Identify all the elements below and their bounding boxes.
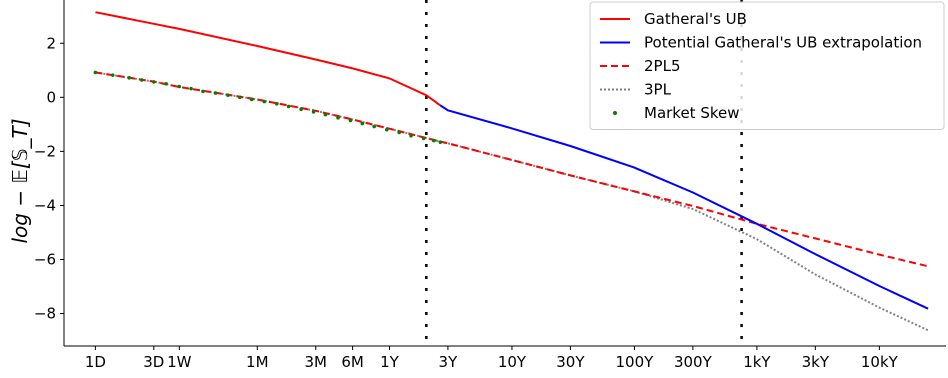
legend-label-gatheral-s-ub: Gatheral's UB xyxy=(644,10,747,28)
x-tick-label: 1kY xyxy=(743,353,771,371)
legend-label-market-skew: Market Skew xyxy=(644,104,740,122)
series-point-market-skew xyxy=(438,140,443,144)
x-tick-label: 10Y xyxy=(498,353,527,371)
x-tick-label: 1M xyxy=(246,353,269,371)
y-tick-label: −8 xyxy=(34,305,56,323)
legend-label-2pl5: 2PL5 xyxy=(644,57,681,75)
x-tick-label: 1D xyxy=(85,353,106,371)
series-point-market-skew xyxy=(213,91,218,95)
x-tick-label: 10kY xyxy=(861,353,899,371)
x-tick-label: 30Y xyxy=(556,353,585,371)
series-point-market-skew xyxy=(431,138,436,143)
x-tick-label: 6M xyxy=(341,353,364,371)
legend-box xyxy=(589,1,945,130)
series-point-market-skew xyxy=(336,116,340,120)
y-tick-label: −6 xyxy=(34,251,56,269)
series-point-market-skew xyxy=(140,78,144,82)
y-tick-label: 2 xyxy=(46,34,56,52)
series-point-market-skew xyxy=(421,136,426,141)
y-axis-label: log − 𝔼[𝕊_T] xyxy=(8,118,32,243)
legend-marker-market-skew xyxy=(613,111,617,115)
series-point-market-skew xyxy=(311,110,316,114)
series-point-market-skew xyxy=(397,130,401,135)
series-point-market-skew xyxy=(323,112,328,117)
x-tick-label: 3M xyxy=(304,353,327,371)
x-tick-label: 3kY xyxy=(802,353,830,371)
x-tick-label: 100Y xyxy=(616,353,655,371)
legend-label-potential-gatheral-s-ub-extrapolation: Potential Gatheral's UB extrapolation xyxy=(644,34,922,52)
series-point-market-skew xyxy=(348,118,353,123)
series-line-2pl5 xyxy=(95,71,929,268)
series-point-market-skew xyxy=(384,127,389,132)
y-tick-label: 0 xyxy=(46,88,56,106)
series-point-market-skew xyxy=(238,95,242,100)
series-point-market-skew xyxy=(226,93,230,97)
series-point-market-skew xyxy=(360,121,365,126)
legend-label-3pl: 3PL xyxy=(644,81,672,99)
y-tick-label: −4 xyxy=(34,196,56,214)
series-point-market-skew xyxy=(93,70,98,75)
series-point-market-skew xyxy=(110,73,115,77)
series-point-market-skew xyxy=(286,104,291,109)
x-tick-label: 1Y xyxy=(380,353,400,371)
series-point-market-skew xyxy=(127,76,132,80)
series-point-market-skew xyxy=(372,124,376,129)
series-point-market-skew xyxy=(152,80,156,84)
series-point-market-skew xyxy=(189,86,193,91)
x-tick-label: 300Y xyxy=(674,353,713,371)
y-tick-label: −2 xyxy=(34,142,56,160)
x-tick-label: 3D xyxy=(143,353,164,371)
series-point-market-skew xyxy=(177,84,182,89)
series-point-market-skew xyxy=(299,107,303,112)
series-point-market-skew xyxy=(201,89,205,94)
series-line-potential-gatheral-s-ub-extrapolation xyxy=(439,104,929,310)
series-point-market-skew xyxy=(409,133,413,138)
x-tick-label: 1W xyxy=(167,353,192,371)
x-tick-label: 3Y xyxy=(439,353,459,371)
series-point-market-skew xyxy=(249,97,254,102)
series-point-market-skew xyxy=(164,81,168,86)
series-point-market-skew xyxy=(262,99,267,104)
series-line-gatheral-s-ub xyxy=(95,11,441,107)
series-point-market-skew xyxy=(274,102,279,106)
